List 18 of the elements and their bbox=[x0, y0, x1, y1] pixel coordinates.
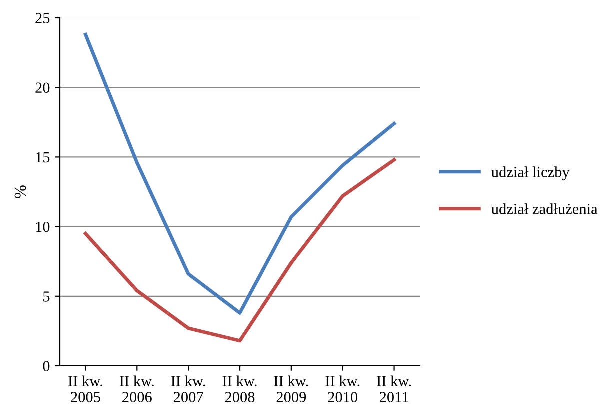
y-tick-label: 0 bbox=[43, 361, 50, 372]
y-tick-label: 20 bbox=[36, 82, 50, 94]
x-tick-label: II kw. 2005 bbox=[68, 376, 102, 402]
x-tick-label: II kw. 2007 bbox=[171, 376, 206, 402]
x-tick-label: II kw. 2009 bbox=[274, 376, 308, 402]
x-tick-label: II kw. 2006 bbox=[120, 376, 154, 402]
y-tick-label: 5 bbox=[44, 292, 50, 302]
y-tick-label: 15 bbox=[36, 152, 50, 163]
line-series bbox=[84, 158, 396, 343]
x-tick-label: II kw. 2008 bbox=[222, 376, 257, 402]
legend-label: udział liczby bbox=[492, 166, 570, 181]
y-axis-title: % bbox=[14, 186, 26, 198]
x-tick-label: II kw. 2011 bbox=[377, 376, 412, 402]
x-tick-label: II kw. 2010 bbox=[326, 376, 360, 402]
y-tick-label: 10 bbox=[36, 222, 50, 232]
legend-label: udział zadłużenia bbox=[492, 204, 598, 214]
line-series bbox=[84, 32, 396, 315]
y-tick-label: 25 bbox=[36, 13, 50, 24]
